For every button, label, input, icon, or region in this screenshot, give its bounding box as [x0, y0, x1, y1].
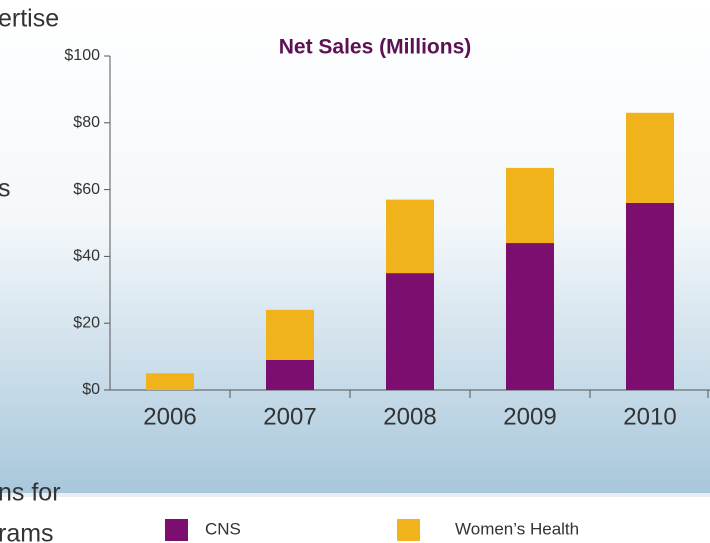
y-tick-label: $100 [64, 47, 100, 64]
x-tick-label: 2006 [143, 403, 196, 430]
x-tick-label: 2008 [383, 403, 436, 430]
bar-segment [146, 373, 194, 390]
bar-segment [506, 167, 554, 244]
y-tick-label: $20 [73, 314, 100, 331]
legend-label: Women’s Health [455, 519, 579, 538]
legend-label: CNS [205, 519, 241, 538]
bar-segment [386, 273, 434, 390]
bar-segment [386, 199, 434, 274]
x-tick-label: 2010 [623, 403, 676, 430]
y-tick-label: $0 [82, 381, 100, 398]
y-tick-label: $80 [73, 114, 100, 131]
background-text: s [0, 175, 11, 203]
chart-title: Net Sales (Millions) [279, 36, 472, 59]
x-tick-label: 2009 [503, 403, 556, 430]
y-tick-label: $40 [73, 248, 100, 265]
x-tick-label: 2007 [263, 403, 316, 430]
bar-segment [626, 202, 674, 390]
bar-segment [626, 112, 674, 203]
background [0, 0, 710, 493]
bar-segment [266, 359, 314, 390]
bar-segment [506, 243, 554, 390]
background-text: ertise [0, 5, 59, 33]
legend-swatch [165, 519, 188, 541]
background-text: rams [0, 520, 54, 543]
background-text: ns for [0, 479, 61, 507]
separator [0, 493, 710, 497]
legend-swatch [397, 519, 420, 541]
y-tick-label: $60 [73, 181, 100, 198]
bar-segment [266, 309, 314, 360]
